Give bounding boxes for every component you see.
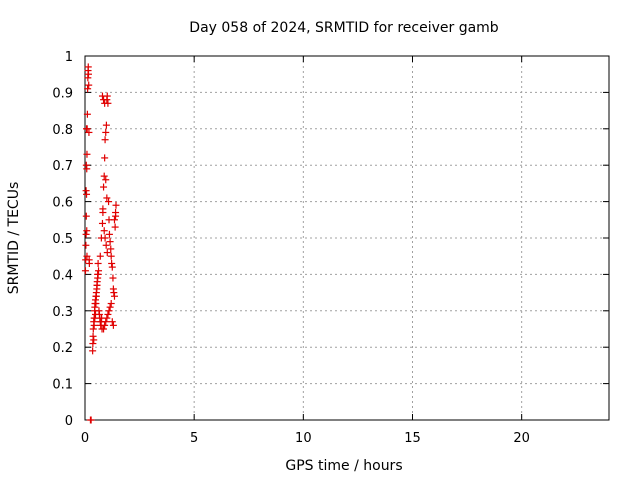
- y-axis-label: SRMTID / TECUs: [6, 182, 22, 295]
- data-point: [89, 325, 97, 333]
- data-point: [89, 340, 97, 348]
- data-point: [109, 321, 117, 329]
- data-point: [111, 223, 119, 231]
- y-tick-label: 0: [65, 414, 73, 429]
- data-point: [87, 416, 95, 424]
- data-point: [82, 212, 90, 220]
- data-point: [102, 318, 110, 326]
- y-tick-label: 1: [65, 50, 73, 65]
- data-point: [83, 125, 91, 133]
- data-point: [83, 252, 91, 260]
- data-point: [110, 289, 118, 297]
- data-point: [101, 321, 109, 329]
- data-point: [96, 252, 104, 260]
- data-point: [102, 128, 110, 136]
- data-point: [100, 325, 108, 333]
- data-point: [102, 241, 110, 249]
- data-point: [94, 259, 102, 267]
- y-tick-label: 0.7: [52, 159, 73, 174]
- x-axis-label: GPS time / hours: [285, 458, 402, 474]
- data-point: [81, 267, 89, 275]
- data-point: [103, 249, 111, 257]
- data-point: [109, 274, 117, 282]
- data-point: [84, 74, 92, 82]
- data-point: [106, 303, 114, 311]
- data-point: [82, 161, 90, 169]
- data-point: [82, 241, 90, 249]
- data-point: [94, 270, 102, 278]
- data-point: [110, 216, 118, 224]
- data-point: [104, 310, 112, 318]
- data-point: [107, 252, 115, 260]
- data-point: [91, 310, 99, 318]
- x-tick-label: 5: [190, 431, 198, 446]
- data-point: [101, 136, 109, 144]
- data-point: [85, 259, 93, 267]
- y-tick-label: 0.9: [52, 86, 73, 101]
- data-point: [92, 292, 100, 300]
- y-tick-label: 0.1: [52, 378, 73, 393]
- data-point: [89, 332, 97, 340]
- y-tick-label: 0.3: [52, 305, 73, 320]
- data-point: [102, 121, 110, 129]
- chart-title: Day 058 of 2024, SRMTID for receiver gam…: [189, 20, 499, 36]
- data-point: [108, 263, 116, 271]
- data-point: [98, 219, 106, 227]
- data-point: [101, 154, 109, 162]
- data-points: [81, 63, 120, 424]
- x-tick-label: 20: [513, 431, 530, 446]
- x-tick-label: 15: [404, 431, 421, 446]
- data-point: [105, 307, 113, 315]
- data-point: [103, 314, 111, 322]
- data-point: [108, 259, 116, 267]
- data-point: [100, 183, 108, 191]
- data-point: [84, 63, 92, 71]
- data-point: [83, 227, 91, 235]
- data-point: [82, 230, 90, 238]
- data-point: [100, 172, 108, 180]
- data-point: [110, 292, 118, 300]
- data-point: [83, 150, 91, 158]
- y-tick-label: 0.5: [52, 232, 73, 247]
- data-point: [92, 300, 100, 308]
- data-point: [84, 70, 92, 78]
- data-point: [101, 234, 109, 242]
- data-point: [90, 336, 98, 344]
- data-point: [85, 128, 93, 136]
- data-point: [98, 92, 106, 100]
- tick-labels: 00.10.20.30.40.50.60.70.80.910 5 10 15 20: [52, 50, 530, 446]
- data-point: [100, 227, 108, 235]
- data-point: [90, 321, 98, 329]
- data-point: [107, 245, 115, 253]
- y-tick-label: 0.8: [52, 123, 73, 138]
- data-point: [91, 314, 99, 322]
- data-point: [112, 201, 120, 209]
- data-point: [106, 238, 114, 246]
- data-point: [84, 85, 92, 93]
- data-point: [89, 347, 97, 355]
- data-point: [105, 198, 113, 206]
- data-point: [85, 81, 93, 89]
- data-point: [108, 318, 116, 326]
- data-point: [103, 194, 111, 202]
- data-point: [102, 176, 110, 184]
- data-point: [82, 187, 90, 195]
- data-point: [93, 281, 101, 289]
- y-tick-label: 0.2: [52, 341, 73, 356]
- y-tick-label: 0.4: [52, 268, 73, 283]
- data-point: [99, 209, 107, 217]
- data-point: [105, 230, 113, 238]
- grid-lines: [85, 56, 609, 420]
- data-point: [83, 110, 91, 118]
- data-point: [101, 99, 109, 107]
- x-tick-label: 0: [81, 431, 89, 446]
- data-point: [95, 267, 103, 275]
- x-tick-label: 10: [295, 431, 312, 446]
- y-tick-label: 0.6: [52, 196, 73, 211]
- data-point: [107, 300, 115, 308]
- data-point: [100, 96, 108, 104]
- data-point: [112, 209, 120, 217]
